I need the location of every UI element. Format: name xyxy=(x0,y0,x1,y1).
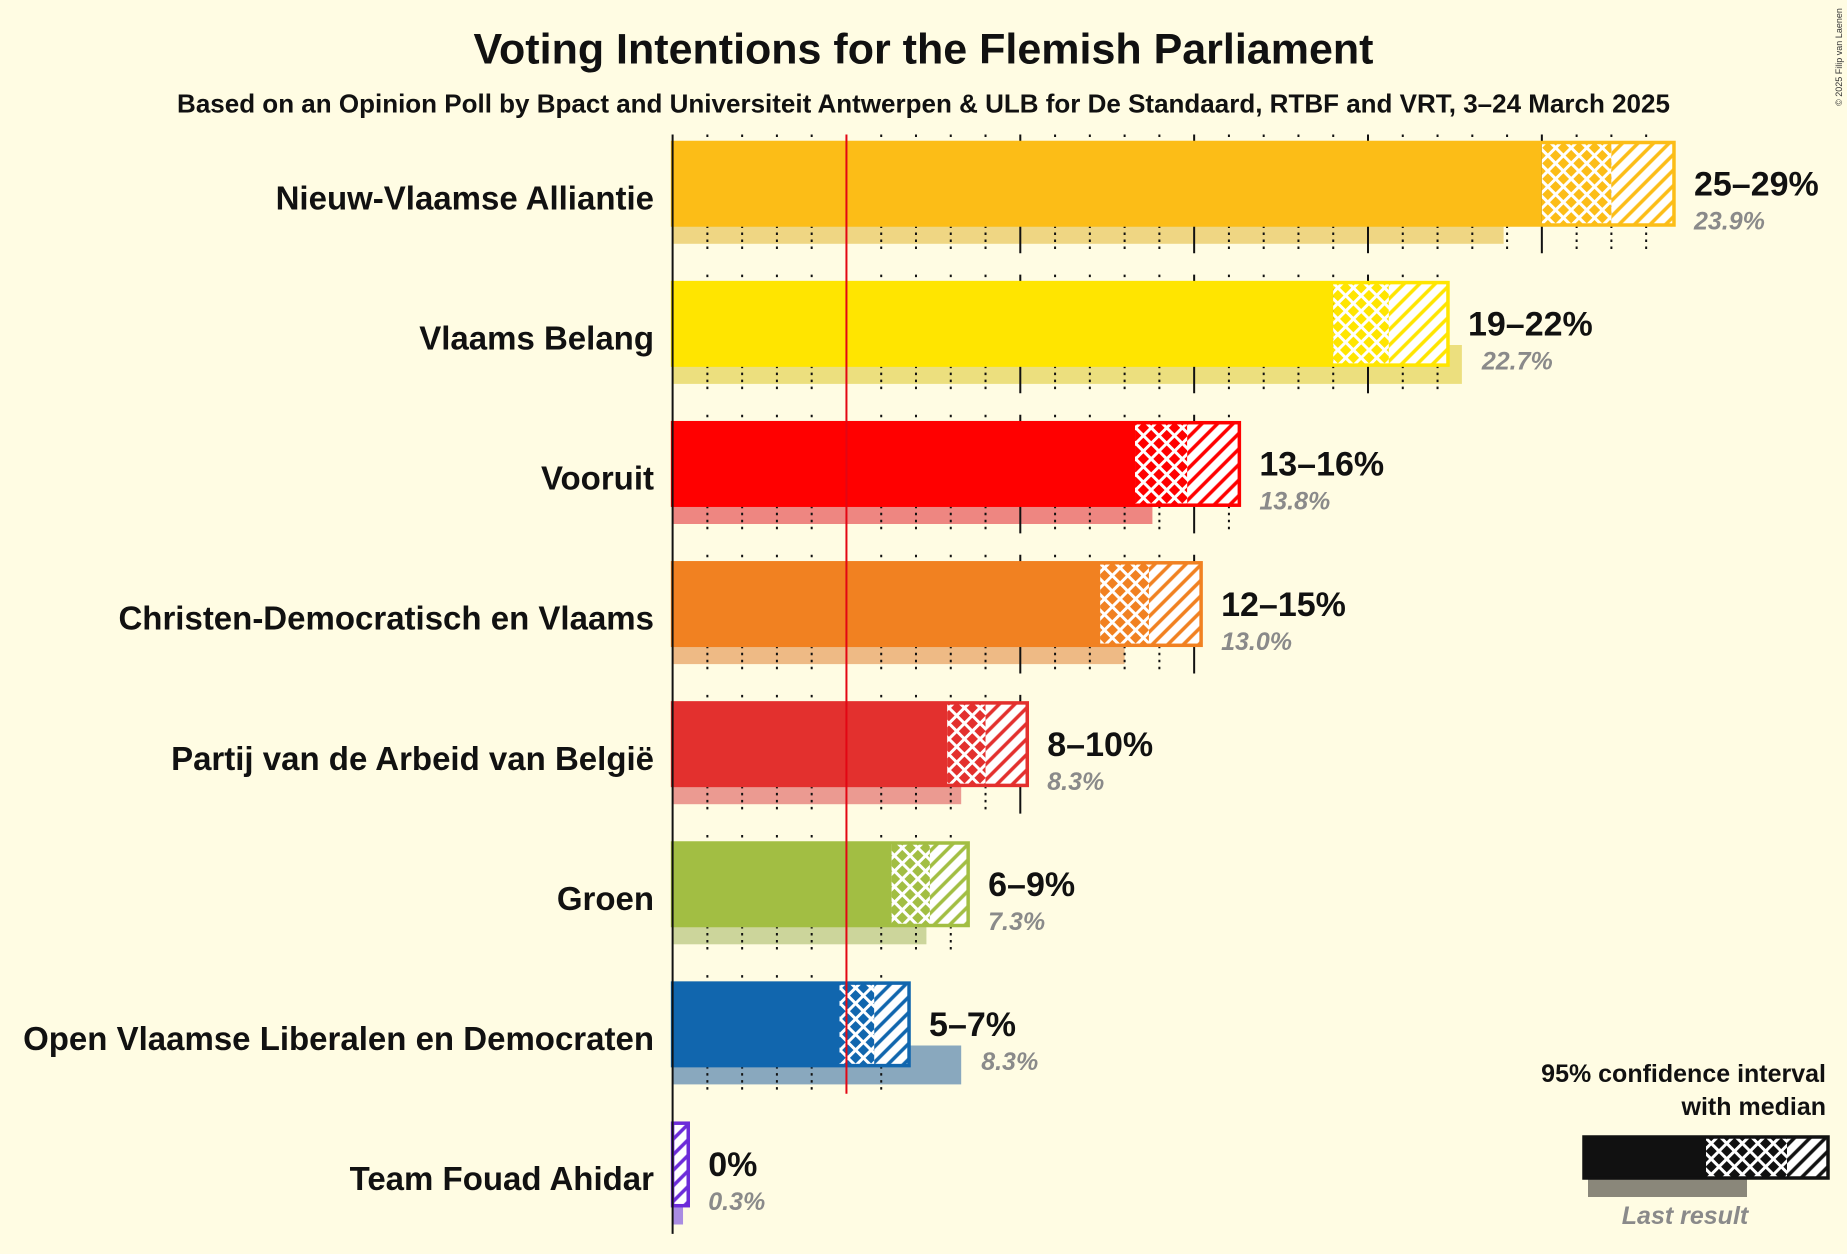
last-result-label: 23.9% xyxy=(1693,208,1765,236)
range-label: 12–15% xyxy=(1221,586,1346,624)
party-label: Open Vlaamse Liberalen en Democraten xyxy=(23,1020,654,1057)
party-row-vooruit: Vooruit 13–16% 13.8% xyxy=(541,414,1384,534)
legend-median-label: with median xyxy=(1681,1093,1826,1121)
range-label: 6–9% xyxy=(988,866,1075,904)
party-row-open-vlaamse-liberalen-en-democraten: Open Vlaamse Liberalen en Democraten 5–7%… xyxy=(23,975,1038,1094)
legend: 95% confidence interval with median Last… xyxy=(1541,1060,1830,1230)
party-row-vlaams-belang: Vlaams Belang 19–22% 22.7% xyxy=(419,274,1593,394)
ci-lower-to-median-crosshatch xyxy=(1333,282,1389,366)
ci-lower-to-median-crosshatch xyxy=(891,843,930,926)
range-label: 8–10% xyxy=(1047,726,1153,764)
party-label: Groen xyxy=(557,880,654,917)
last-result-label: 8.3% xyxy=(981,1048,1038,1076)
range-label: 25–29% xyxy=(1694,166,1819,204)
party-row-team-fouad-ahidar: Team Fouad Ahidar 0% 0.3% xyxy=(350,1121,765,1225)
legend-last-result-label: Last result xyxy=(1622,1202,1750,1230)
party-row-nieuw-vlaamse-alliantie: Nieuw-Vlaamse Alliantie 25–29% 23.9% xyxy=(276,134,1819,254)
legend-ci-label: 95% confidence interval xyxy=(1541,1060,1826,1088)
party-row-christen-democratisch-en-vlaams: Christen-Democratisch en Vlaams 12–15% 13.… xyxy=(118,554,1346,674)
party-label: Christen-Democratisch en Vlaams xyxy=(118,600,654,637)
ci-median-to-upper-hatch xyxy=(1388,282,1448,366)
ci-solid-bar xyxy=(672,422,1136,506)
range-label: 19–22% xyxy=(1468,306,1593,344)
ci-lower-to-median-crosshatch xyxy=(947,702,986,786)
last-result-label: 0.3% xyxy=(708,1188,765,1216)
ci-solid-bar xyxy=(672,562,1101,646)
legend-hatch-swatch xyxy=(1787,1137,1828,1178)
chart-subtitle: Based on an Opinion Poll by Bpact and Un… xyxy=(177,89,1670,119)
party-label: Vlaams Belang xyxy=(419,320,654,357)
ci-solid-bar xyxy=(672,142,1542,225)
chart-title: Voting Intentions for the Flemish Parlia… xyxy=(474,26,1374,74)
range-label: 0% xyxy=(708,1146,757,1184)
party-rows: Nieuw-Vlaamse Alliantie 25–29% 23.9% Vlaams… xyxy=(23,134,1819,1225)
ci-solid-bar xyxy=(672,282,1334,366)
last-result-label: 22.7% xyxy=(1481,348,1553,376)
axis-overlay xyxy=(671,134,848,1234)
ci-lower-to-median-crosshatch xyxy=(1541,142,1612,225)
range-label: 13–16% xyxy=(1259,446,1384,484)
legend-solid-swatch xyxy=(1584,1137,1706,1178)
ci-median-to-upper-hatch xyxy=(1611,142,1674,225)
party-label: Vooruit xyxy=(541,460,654,497)
last-result-label: 7.3% xyxy=(988,908,1045,936)
ci-lower-to-median-crosshatch xyxy=(839,983,875,1066)
ci-median-to-upper-hatch xyxy=(874,983,910,1066)
legend-crosshatch-swatch xyxy=(1706,1137,1787,1178)
party-label: Nieuw-Vlaamse Alliantie xyxy=(276,179,654,216)
last-result-label: 13.0% xyxy=(1221,628,1292,656)
legend-swatch-outline xyxy=(1582,1135,1830,1180)
ci-median-to-upper-hatch xyxy=(1148,562,1202,646)
party-label: Partij van de Arbeid van België xyxy=(171,740,654,777)
ci-median-to-upper-hatch xyxy=(1187,422,1240,506)
range-label: 5–7% xyxy=(929,1006,1016,1044)
ci-median-to-upper-hatch xyxy=(672,1123,689,1206)
ci-median-to-upper-hatch xyxy=(929,843,969,926)
party-row-partij-van-de-arbeid-van-belgie: Partij van de Arbeid van België 8–10% 8.3% xyxy=(171,694,1153,814)
ci-solid-bar xyxy=(672,843,892,926)
ci-lower-to-median-crosshatch xyxy=(1100,562,1149,646)
ci-solid-bar xyxy=(672,983,840,1066)
ci-lower-to-median-crosshatch xyxy=(1135,422,1188,506)
last-result-label: 13.8% xyxy=(1259,488,1330,516)
party-row-groen: Groen 6–9% 7.3% xyxy=(557,835,1075,954)
last-result-label: 8.3% xyxy=(1047,768,1104,796)
copyright-credit: © 2025 Filip van Laenen xyxy=(1834,8,1844,106)
ci-median-to-upper-hatch xyxy=(985,702,1028,786)
party-label: Team Fouad Ahidar xyxy=(350,1160,655,1197)
ci-solid-bar xyxy=(672,702,948,786)
